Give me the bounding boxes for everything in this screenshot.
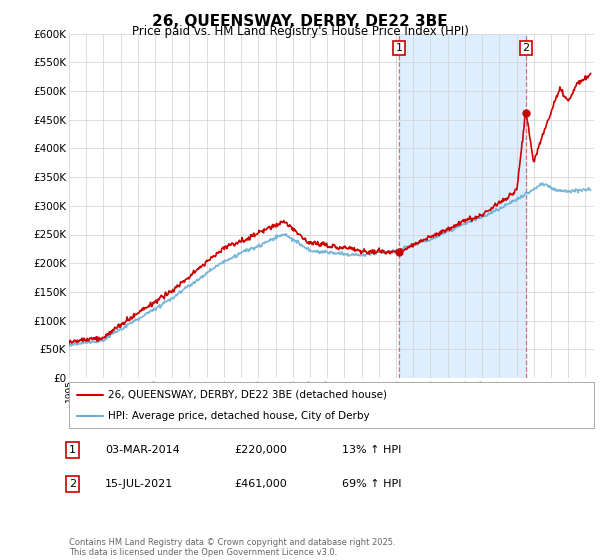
Text: 1: 1 bbox=[69, 445, 76, 455]
Text: 1: 1 bbox=[395, 43, 403, 53]
Text: 69% ↑ HPI: 69% ↑ HPI bbox=[342, 479, 401, 489]
Text: 2: 2 bbox=[69, 479, 76, 489]
Text: Contains HM Land Registry data © Crown copyright and database right 2025.
This d: Contains HM Land Registry data © Crown c… bbox=[69, 538, 395, 557]
Text: 13% ↑ HPI: 13% ↑ HPI bbox=[342, 445, 401, 455]
Text: 15-JUL-2021: 15-JUL-2021 bbox=[105, 479, 173, 489]
Text: £461,000: £461,000 bbox=[234, 479, 287, 489]
Text: 2: 2 bbox=[522, 43, 529, 53]
Text: Price paid vs. HM Land Registry's House Price Index (HPI): Price paid vs. HM Land Registry's House … bbox=[131, 25, 469, 38]
Text: HPI: Average price, detached house, City of Derby: HPI: Average price, detached house, City… bbox=[109, 411, 370, 421]
Text: 26, QUEENSWAY, DERBY, DE22 3BE: 26, QUEENSWAY, DERBY, DE22 3BE bbox=[152, 14, 448, 29]
Text: £220,000: £220,000 bbox=[234, 445, 287, 455]
Text: 26, QUEENSWAY, DERBY, DE22 3BE (detached house): 26, QUEENSWAY, DERBY, DE22 3BE (detached… bbox=[109, 390, 388, 400]
Bar bbox=[399, 34, 526, 378]
Text: 03-MAR-2014: 03-MAR-2014 bbox=[105, 445, 180, 455]
